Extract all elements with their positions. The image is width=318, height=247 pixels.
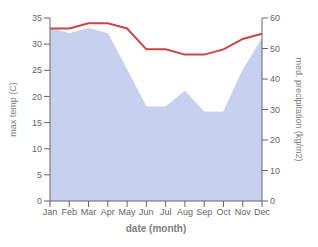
svg-text:Dec: Dec (254, 207, 271, 217)
svg-text:30: 30 (32, 39, 42, 49)
svg-text:Apr: Apr (101, 207, 115, 217)
svg-text:Jan: Jan (43, 207, 58, 217)
svg-text:May: May (119, 207, 137, 217)
svg-text:25: 25 (32, 65, 42, 75)
svg-text:10: 10 (270, 166, 280, 176)
svg-text:5: 5 (37, 170, 42, 180)
svg-text:Jul: Jul (160, 207, 172, 217)
svg-text:Oct: Oct (216, 207, 231, 217)
svg-text:15: 15 (32, 118, 42, 128)
svg-text:Feb: Feb (62, 207, 78, 217)
svg-text:Jun: Jun (139, 207, 154, 217)
svg-text:20: 20 (32, 92, 42, 102)
svg-text:max temp (C): max temp (C) (8, 82, 18, 137)
svg-text:10: 10 (32, 144, 42, 154)
svg-text:30: 30 (270, 105, 280, 115)
svg-text:35: 35 (32, 13, 42, 23)
svg-text:Sep: Sep (196, 207, 212, 217)
svg-text:Mar: Mar (81, 207, 97, 217)
svg-text:0: 0 (270, 196, 275, 206)
svg-text:Aug: Aug (177, 207, 193, 217)
svg-text:50: 50 (270, 44, 280, 54)
svg-text:Nov: Nov (235, 207, 252, 217)
svg-text:date (month): date (month) (126, 223, 187, 234)
svg-text:med. precipitation (kg/m2): med. precipitation (kg/m2) (294, 57, 304, 161)
svg-text:60: 60 (270, 13, 280, 23)
svg-text:40: 40 (270, 74, 280, 84)
svg-text:0: 0 (37, 196, 42, 206)
svg-text:20: 20 (270, 135, 280, 145)
